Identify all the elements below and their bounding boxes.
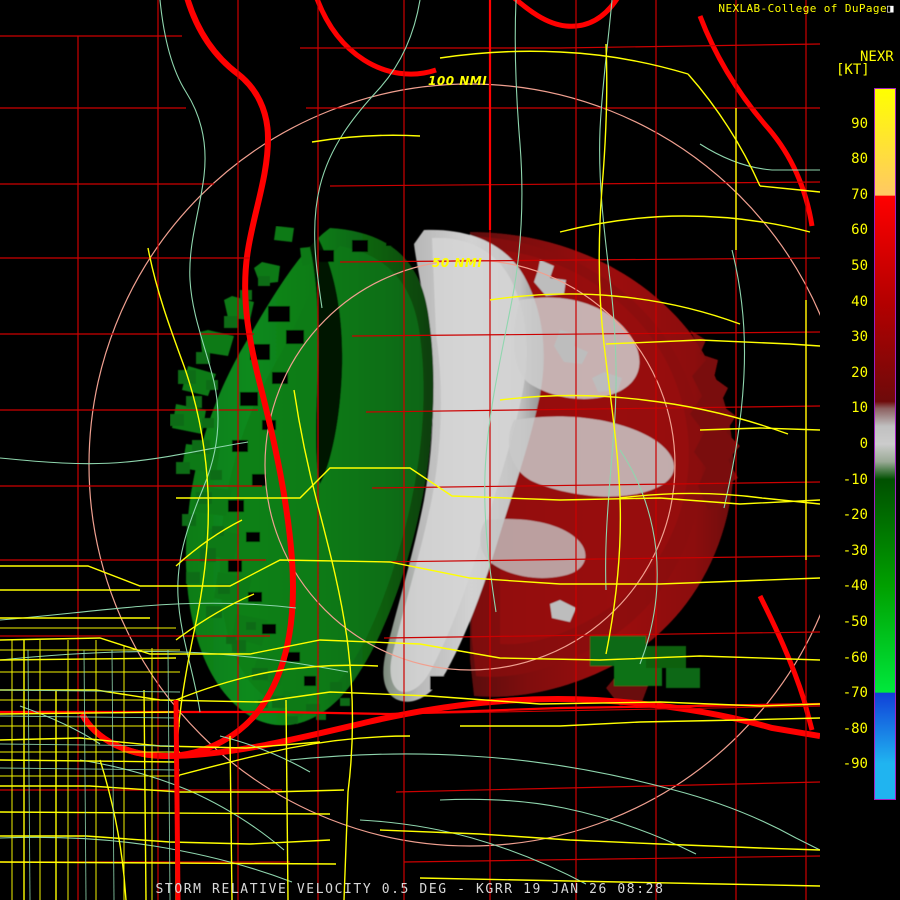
urban-river-cluster — [0, 649, 181, 900]
highway-layer — [0, 43, 820, 900]
coastline-east-shore — [757, 594, 815, 731]
legend-tick-2: 70 — [851, 186, 868, 203]
legend-tick-10: -10 — [842, 471, 868, 488]
legend-tick-17: -80 — [842, 720, 868, 737]
interstate-highlight — [173, 699, 181, 900]
legend-tick-14: -50 — [842, 614, 868, 630]
legend-units: [KT] — [836, 62, 870, 78]
inbound-outlier-echoes — [170, 276, 342, 714]
outbound-fringe — [690, 330, 740, 510]
legend-tick-12: -30 — [842, 542, 868, 559]
legend-tick-7: 20 — [851, 364, 868, 381]
branding-logo-icon: ◨ — [886, 2, 894, 15]
legend-tick-8: 10 — [851, 400, 868, 417]
zero-lobe-mid — [508, 416, 675, 497]
legend-colorbar-gradient — [875, 89, 895, 799]
legend-tick-16: -70 — [842, 685, 868, 702]
legend-tick-11: -20 — [842, 507, 868, 524]
legend-colorbar[interactable] — [874, 88, 896, 800]
legend-tick-0: 90 — [851, 115, 868, 132]
branding-watermark: NEXLAB-College of DuPage◨ — [718, 2, 894, 15]
legend-tick-13: -40 — [842, 578, 868, 595]
legend-tick-4: 50 — [851, 258, 868, 274]
river-layer — [0, 0, 820, 885]
velocity-legend: NEXR [KT] 90 80 70 60 50 40 30 20 10 0 -10 -20 -30 -4… — [820, 0, 900, 900]
radar-map-svg — [0, 0, 820, 900]
range-ring-label-100: 100 NMI — [428, 74, 488, 88]
range-ring-label-50: 50 NMI — [432, 256, 483, 270]
coastline-west-shore — [79, 0, 296, 760]
inbound-notch — [308, 234, 343, 484]
range-ring-50nmi — [264, 259, 676, 671]
legend-title: NEXR — [860, 49, 894, 65]
legend-tick-18: -90 — [842, 756, 868, 773]
legend-tick-5: 40 — [851, 293, 868, 310]
coastline-northeast — [697, 15, 815, 227]
zero-isodop-core — [390, 237, 527, 692]
coastline-inlet — [314, 0, 437, 77]
range-ring-layer — [88, 83, 820, 847]
legend-tick-3: 60 — [851, 222, 868, 239]
range-ring-100nmi — [88, 83, 820, 847]
product-status-line: STORM RELATIVE VELOCITY 0.5 DEG - KGRR 1… — [155, 882, 665, 897]
county-border-layer — [0, 0, 820, 900]
branding-text: NEXLAB-College of DuPage — [718, 2, 887, 15]
coastline-north-segment — [512, 0, 620, 29]
urban-road-cluster — [0, 627, 180, 900]
legend-tick-15: -60 — [842, 649, 868, 666]
legend-tick-6: 30 — [851, 329, 868, 346]
legend-tick-1: 80 — [851, 151, 868, 168]
legend-tick-9: 0 — [859, 436, 868, 452]
radar-map-panel[interactable]: 100 NMI 50 NMI — [0, 0, 820, 900]
zero-lobe-south — [480, 518, 586, 579]
